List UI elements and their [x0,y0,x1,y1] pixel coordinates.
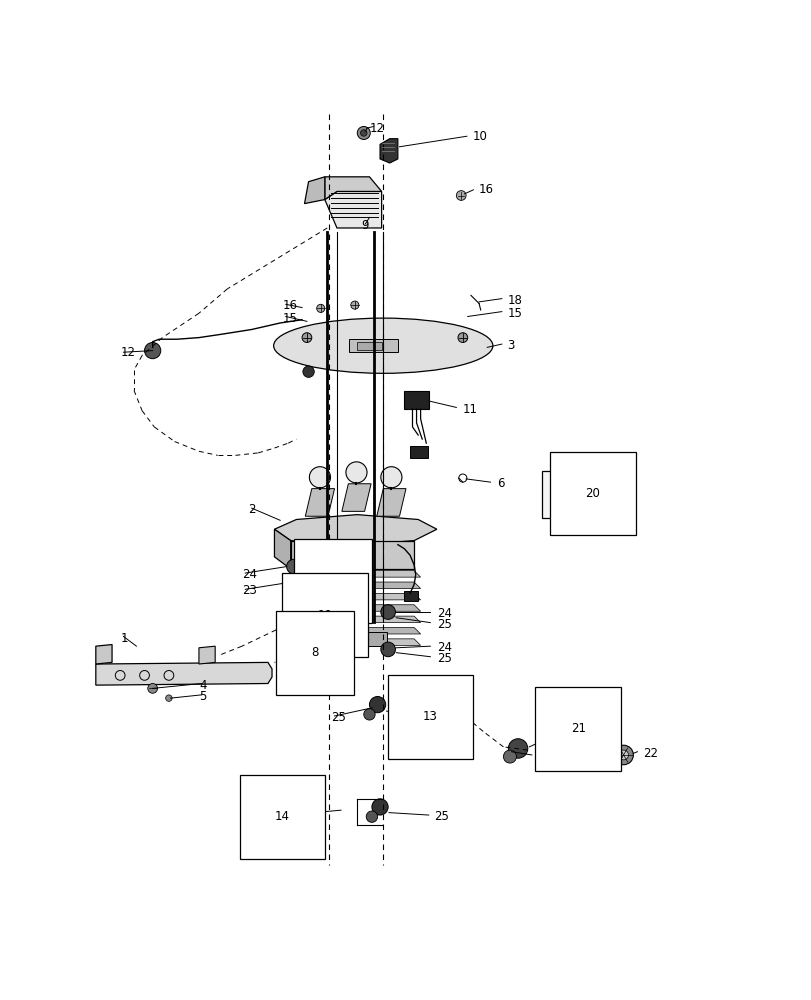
Ellipse shape [273,318,492,373]
Circle shape [303,366,314,377]
Text: 20: 20 [585,487,599,500]
Text: 19: 19 [317,609,332,622]
Text: 9: 9 [361,219,368,232]
Circle shape [457,333,467,342]
Text: 10: 10 [472,130,487,143]
Text: 24: 24 [242,568,256,581]
Circle shape [503,750,516,763]
Circle shape [456,191,466,200]
Circle shape [165,695,172,701]
Text: 15: 15 [282,312,297,325]
Polygon shape [290,571,420,577]
Circle shape [286,576,301,590]
Polygon shape [290,605,420,611]
Text: 8: 8 [311,646,319,659]
Text: 21: 21 [570,722,585,735]
Circle shape [357,126,370,139]
Text: 5: 5 [199,690,206,703]
Circle shape [618,750,628,760]
Text: 25: 25 [436,618,451,631]
FancyBboxPatch shape [367,632,387,646]
Circle shape [613,745,633,765]
Text: 4: 4 [199,679,206,692]
Text: 18: 18 [507,294,521,307]
Polygon shape [341,484,371,511]
FancyBboxPatch shape [410,446,427,458]
Text: 23: 23 [242,584,256,597]
Polygon shape [324,177,381,200]
Circle shape [380,467,401,488]
Circle shape [380,642,395,657]
Polygon shape [380,139,397,163]
FancyBboxPatch shape [357,342,381,350]
Circle shape [350,301,358,309]
Circle shape [286,559,301,574]
Circle shape [363,709,375,720]
Circle shape [345,462,367,483]
Text: 16: 16 [478,183,493,196]
Polygon shape [199,646,215,664]
Text: 12: 12 [120,346,135,359]
Text: 12: 12 [369,122,384,135]
Polygon shape [96,662,272,685]
Circle shape [360,130,367,136]
Polygon shape [96,645,112,664]
Circle shape [508,739,527,758]
Polygon shape [290,639,420,645]
Text: 6: 6 [496,477,504,490]
Polygon shape [274,515,436,545]
Polygon shape [305,489,334,516]
Text: 16: 16 [282,299,297,312]
Text: 7: 7 [328,575,337,588]
Polygon shape [290,627,420,634]
Text: 2: 2 [247,503,255,516]
FancyBboxPatch shape [542,471,613,518]
Text: 13: 13 [423,710,437,723]
FancyBboxPatch shape [404,391,428,409]
Polygon shape [274,529,290,569]
Text: 3: 3 [507,339,514,352]
Circle shape [148,684,157,693]
Text: 25: 25 [331,711,345,724]
Circle shape [380,605,395,619]
FancyBboxPatch shape [349,339,397,352]
Text: 22: 22 [642,747,657,760]
Polygon shape [304,177,324,204]
Polygon shape [324,191,381,228]
Circle shape [366,811,377,822]
Text: 14: 14 [275,810,290,823]
Text: 24: 24 [436,641,451,654]
Polygon shape [290,582,420,589]
Polygon shape [290,541,414,569]
Circle shape [302,333,311,342]
FancyBboxPatch shape [403,591,418,601]
Circle shape [309,467,330,488]
Text: 25: 25 [535,750,550,763]
Text: 25: 25 [436,652,451,665]
Circle shape [144,342,161,359]
Circle shape [316,304,324,312]
Text: 15: 15 [507,307,521,320]
Polygon shape [290,616,420,623]
Circle shape [369,697,385,713]
Polygon shape [376,489,406,516]
Text: 24: 24 [436,607,451,620]
Polygon shape [290,593,420,600]
Text: 25: 25 [434,810,448,823]
Circle shape [371,799,388,815]
Text: 17: 17 [349,633,363,646]
Text: 1: 1 [120,632,127,645]
Text: 11: 11 [462,403,477,416]
